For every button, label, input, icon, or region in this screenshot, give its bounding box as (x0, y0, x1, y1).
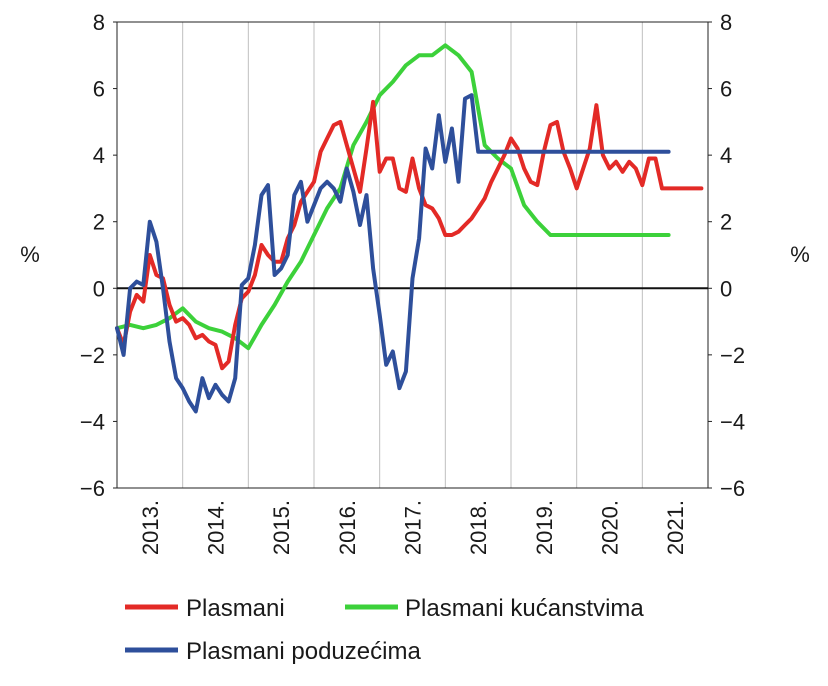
y-tick-label-left: −6 (80, 476, 105, 501)
y-tick-label-right: 0 (720, 276, 732, 301)
legend-label-plasmani: Plasmani (186, 595, 285, 622)
x-tick-label: 2019. (532, 500, 557, 555)
y-tick-label-right: 6 (720, 77, 732, 102)
x-tick-label: 2016. (335, 500, 360, 555)
x-tick-label: 2014. (204, 500, 229, 555)
y-tick-label-left: 4 (93, 143, 105, 168)
x-tick-label: 2021. (663, 500, 688, 555)
y-tick-label-left: −4 (80, 409, 105, 434)
series-line-0 (115, 99, 704, 371)
x-tick-label: 2018. (466, 500, 491, 555)
legend-label-plasmani-poduzecima: Plasmani poduzećima (186, 638, 421, 665)
y-axis-left: 8 6 4 2 0 −2 −4 −6 (80, 10, 117, 501)
y-tick-label-right: −4 (720, 409, 745, 434)
y-tick-label-right: −2 (720, 343, 745, 368)
series-line-2 (115, 93, 671, 414)
y-tick-label-left: −2 (80, 343, 105, 368)
series-lines (115, 43, 704, 414)
y-tick-label-left: 0 (93, 276, 105, 301)
x-tick-label: 2015. (269, 500, 294, 555)
plot-border (116, 21, 709, 489)
y-axis-right: 8 6 4 2 0 −2 −4 −6 (708, 10, 745, 501)
x-tick-label: 2020. (598, 500, 623, 555)
legend-label-plasmani-kucanstvima: Plasmani kućanstvima (405, 595, 644, 622)
y-tick-label-right: −6 (720, 476, 745, 501)
legend: Plasmani Plasmani kućanstvima Plasmani p… (125, 595, 644, 665)
y-tick-label-left: 8 (93, 10, 105, 35)
y-axis-right-label: % (790, 242, 810, 267)
y-tick-label-left: 6 (93, 77, 105, 102)
y-tick-label-right: 4 (720, 143, 732, 168)
y-axis-left-label: % (20, 242, 40, 267)
series-line-1 (115, 43, 671, 351)
y-tick-label-right: 2 (720, 210, 732, 235)
x-tick-label: 2013. (138, 500, 163, 555)
plot-frame (116, 21, 709, 489)
x-tick-label: 2017. (401, 500, 426, 555)
y-tick-label-left: 2 (93, 210, 105, 235)
y-tick-label-right: 8 (720, 10, 732, 35)
x-axis: 2013. 2014. 2015. 2016. 2017. 2018. 2019. 2020.… (138, 500, 688, 555)
